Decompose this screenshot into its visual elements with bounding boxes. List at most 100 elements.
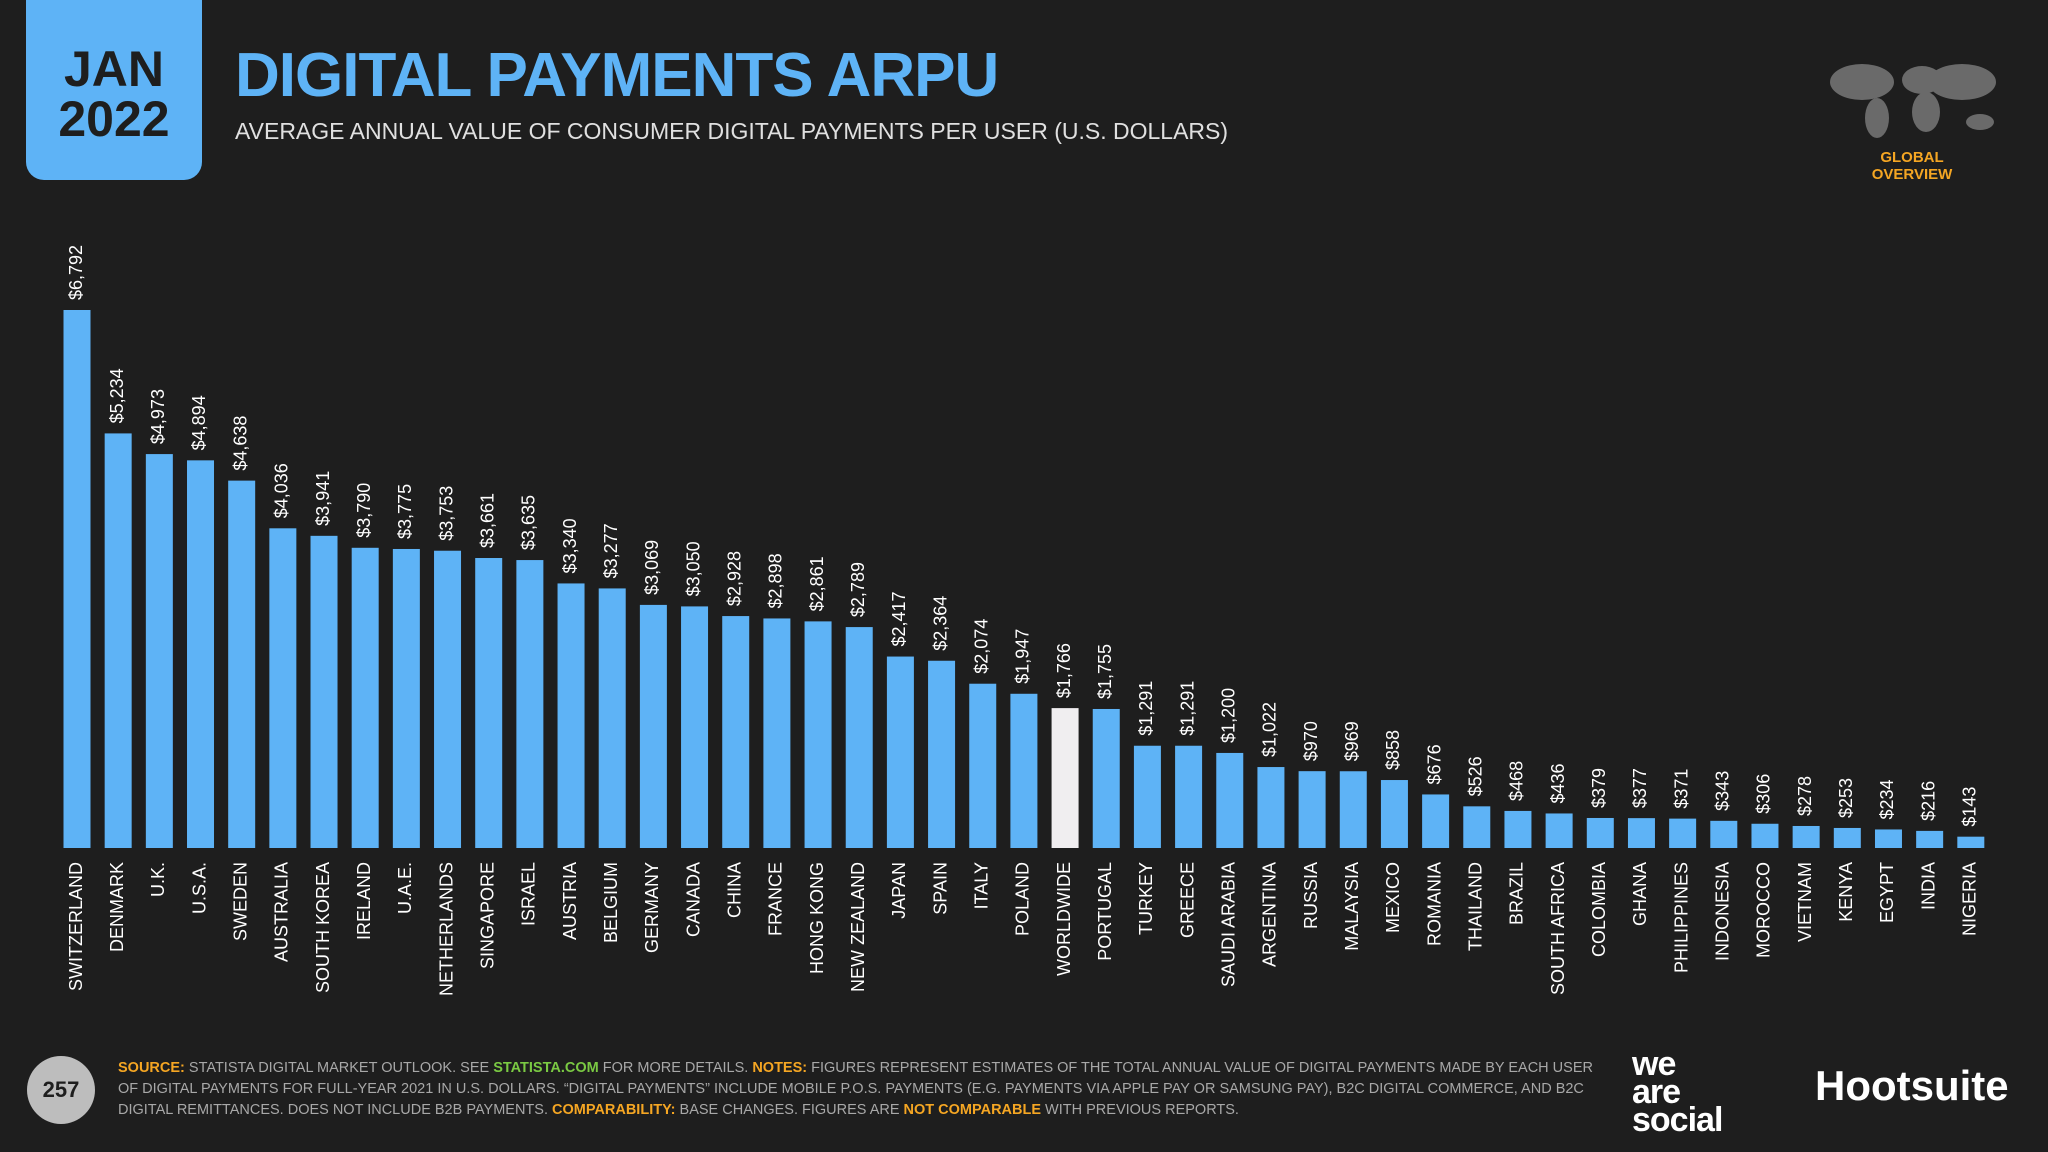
category-label: GERMANY <box>642 862 662 953</box>
value-label: $468 <box>1507 761 1527 801</box>
category-label: VIETNAM <box>1795 862 1815 942</box>
value-label: $4,894 <box>189 395 209 450</box>
category-label: INDIA <box>1918 862 1938 910</box>
bar <box>1710 820 1738 848</box>
category-label: SAUDI ARABIA <box>1219 862 1239 987</box>
category-label: ARGENTINA <box>1260 862 1280 967</box>
bar <box>1216 752 1244 848</box>
category-label: SOUTH KOREA <box>313 862 333 993</box>
value-label: $2,928 <box>724 551 744 606</box>
bar <box>639 604 667 848</box>
value-label: $3,790 <box>354 483 374 538</box>
bar <box>1504 810 1532 848</box>
bar <box>1627 818 1655 848</box>
category-label: U.S.A. <box>189 862 209 914</box>
bar <box>969 683 997 848</box>
category-label: MALAYSIA <box>1342 862 1362 951</box>
value-label: $3,050 <box>683 541 703 596</box>
category-label: GREECE <box>1177 862 1197 938</box>
value-label: $3,069 <box>642 540 662 595</box>
source-segment: NOT COMPARABLE <box>903 1102 1042 1118</box>
value-label: $6,792 <box>66 245 86 300</box>
bar <box>557 583 585 848</box>
bar <box>1051 708 1079 848</box>
category-label: CHINA <box>724 862 744 918</box>
bar <box>1010 693 1038 848</box>
category-label: ROMANIA <box>1424 862 1444 946</box>
source-segment: STATISTA.COM <box>493 1060 599 1076</box>
value-label: $1,291 <box>1177 681 1197 736</box>
category-label: THAILAND <box>1466 862 1486 951</box>
value-label: $2,861 <box>807 556 827 611</box>
bar <box>1133 745 1161 848</box>
category-label: COLOMBIA <box>1589 862 1609 957</box>
bar <box>1339 771 1367 848</box>
bar <box>228 480 256 848</box>
source-segment: FIGURES REPRESENT ESTIMATES OF THE TOTAL… <box>118 1060 1593 1118</box>
value-label: $306 <box>1754 774 1774 814</box>
category-label: POLAND <box>1013 862 1033 936</box>
category-label: SPAIN <box>930 862 950 915</box>
bar <box>1463 806 1491 848</box>
bar <box>269 528 297 848</box>
value-label: $3,753 <box>436 486 456 541</box>
title: DIGITAL PAYMENTS ARPU <box>235 41 999 110</box>
value-label: $1,755 <box>1095 644 1115 699</box>
chart: $6,792 SWITZERLAND $5,234 DENMARK $4,973 U.K.… <box>63 245 1985 996</box>
category-label: U.K. <box>148 862 168 897</box>
bar <box>1669 818 1697 848</box>
value-label: $436 <box>1548 763 1568 803</box>
value-label: $2,789 <box>848 562 868 617</box>
category-label: AUSTRALIA <box>272 862 292 962</box>
category-label: SOUTH AFRICA <box>1548 862 1568 995</box>
bar <box>804 621 832 848</box>
category-label: PHILIPPINES <box>1671 862 1691 973</box>
date-badge: JAN 2022 <box>26 0 202 180</box>
value-label: $379 <box>1589 768 1609 808</box>
bar <box>351 547 379 848</box>
category-label: ITALY <box>971 862 991 909</box>
bar <box>1751 823 1779 848</box>
source-note: SOURCE: STATISTA DIGITAL MARKET OUTLOOK.… <box>118 1058 1598 1121</box>
value-label: $3,775 <box>395 484 415 539</box>
source-segment: WITH PREVIOUS REPORTS. <box>1041 1102 1239 1118</box>
source-segment: NOTES: <box>752 1060 808 1076</box>
value-label: $1,200 <box>1219 688 1239 743</box>
value-label: $4,638 <box>230 416 250 471</box>
value-label: $3,941 <box>313 471 333 526</box>
category-label: BELGIUM <box>601 862 621 943</box>
category-label: WORLDWIDE <box>1054 862 1074 976</box>
bar <box>104 433 132 848</box>
page-number: 257 <box>27 1056 95 1124</box>
value-label: $3,661 <box>477 493 497 548</box>
bar <box>475 558 503 848</box>
category-label: SWITZERLAND <box>66 862 86 991</box>
category-label: U.A.E. <box>395 862 415 914</box>
bar <box>1957 836 1985 848</box>
source-segment: STATISTA DIGITAL MARKET OUTLOOK. SEE <box>184 1060 494 1076</box>
value-label: $5,234 <box>107 368 127 423</box>
bar <box>145 454 173 848</box>
category-label: MEXICO <box>1383 862 1403 933</box>
value-label: $371 <box>1671 769 1691 809</box>
logo-word: social <box>1632 1101 1723 1139</box>
value-label: $377 <box>1630 768 1650 808</box>
value-label: $253 <box>1836 778 1856 818</box>
bar <box>886 656 914 848</box>
bar <box>1422 794 1450 848</box>
bar <box>63 310 91 848</box>
bar <box>1092 708 1120 848</box>
value-label: $143 <box>1960 787 1980 827</box>
category-label: SWEDEN <box>230 862 250 941</box>
bar <box>722 616 750 848</box>
category-label: NETHERLANDS <box>436 862 456 996</box>
bar <box>928 660 956 848</box>
category-label: IRELAND <box>354 862 374 940</box>
section-label: GLOBAL OVERVIEW <box>1871 149 1953 183</box>
category-label: JAPAN <box>889 862 909 919</box>
bar <box>187 460 215 848</box>
value-label: $1,947 <box>1013 629 1033 684</box>
bar <box>310 535 338 848</box>
category-label: ISRAEL <box>519 862 539 926</box>
